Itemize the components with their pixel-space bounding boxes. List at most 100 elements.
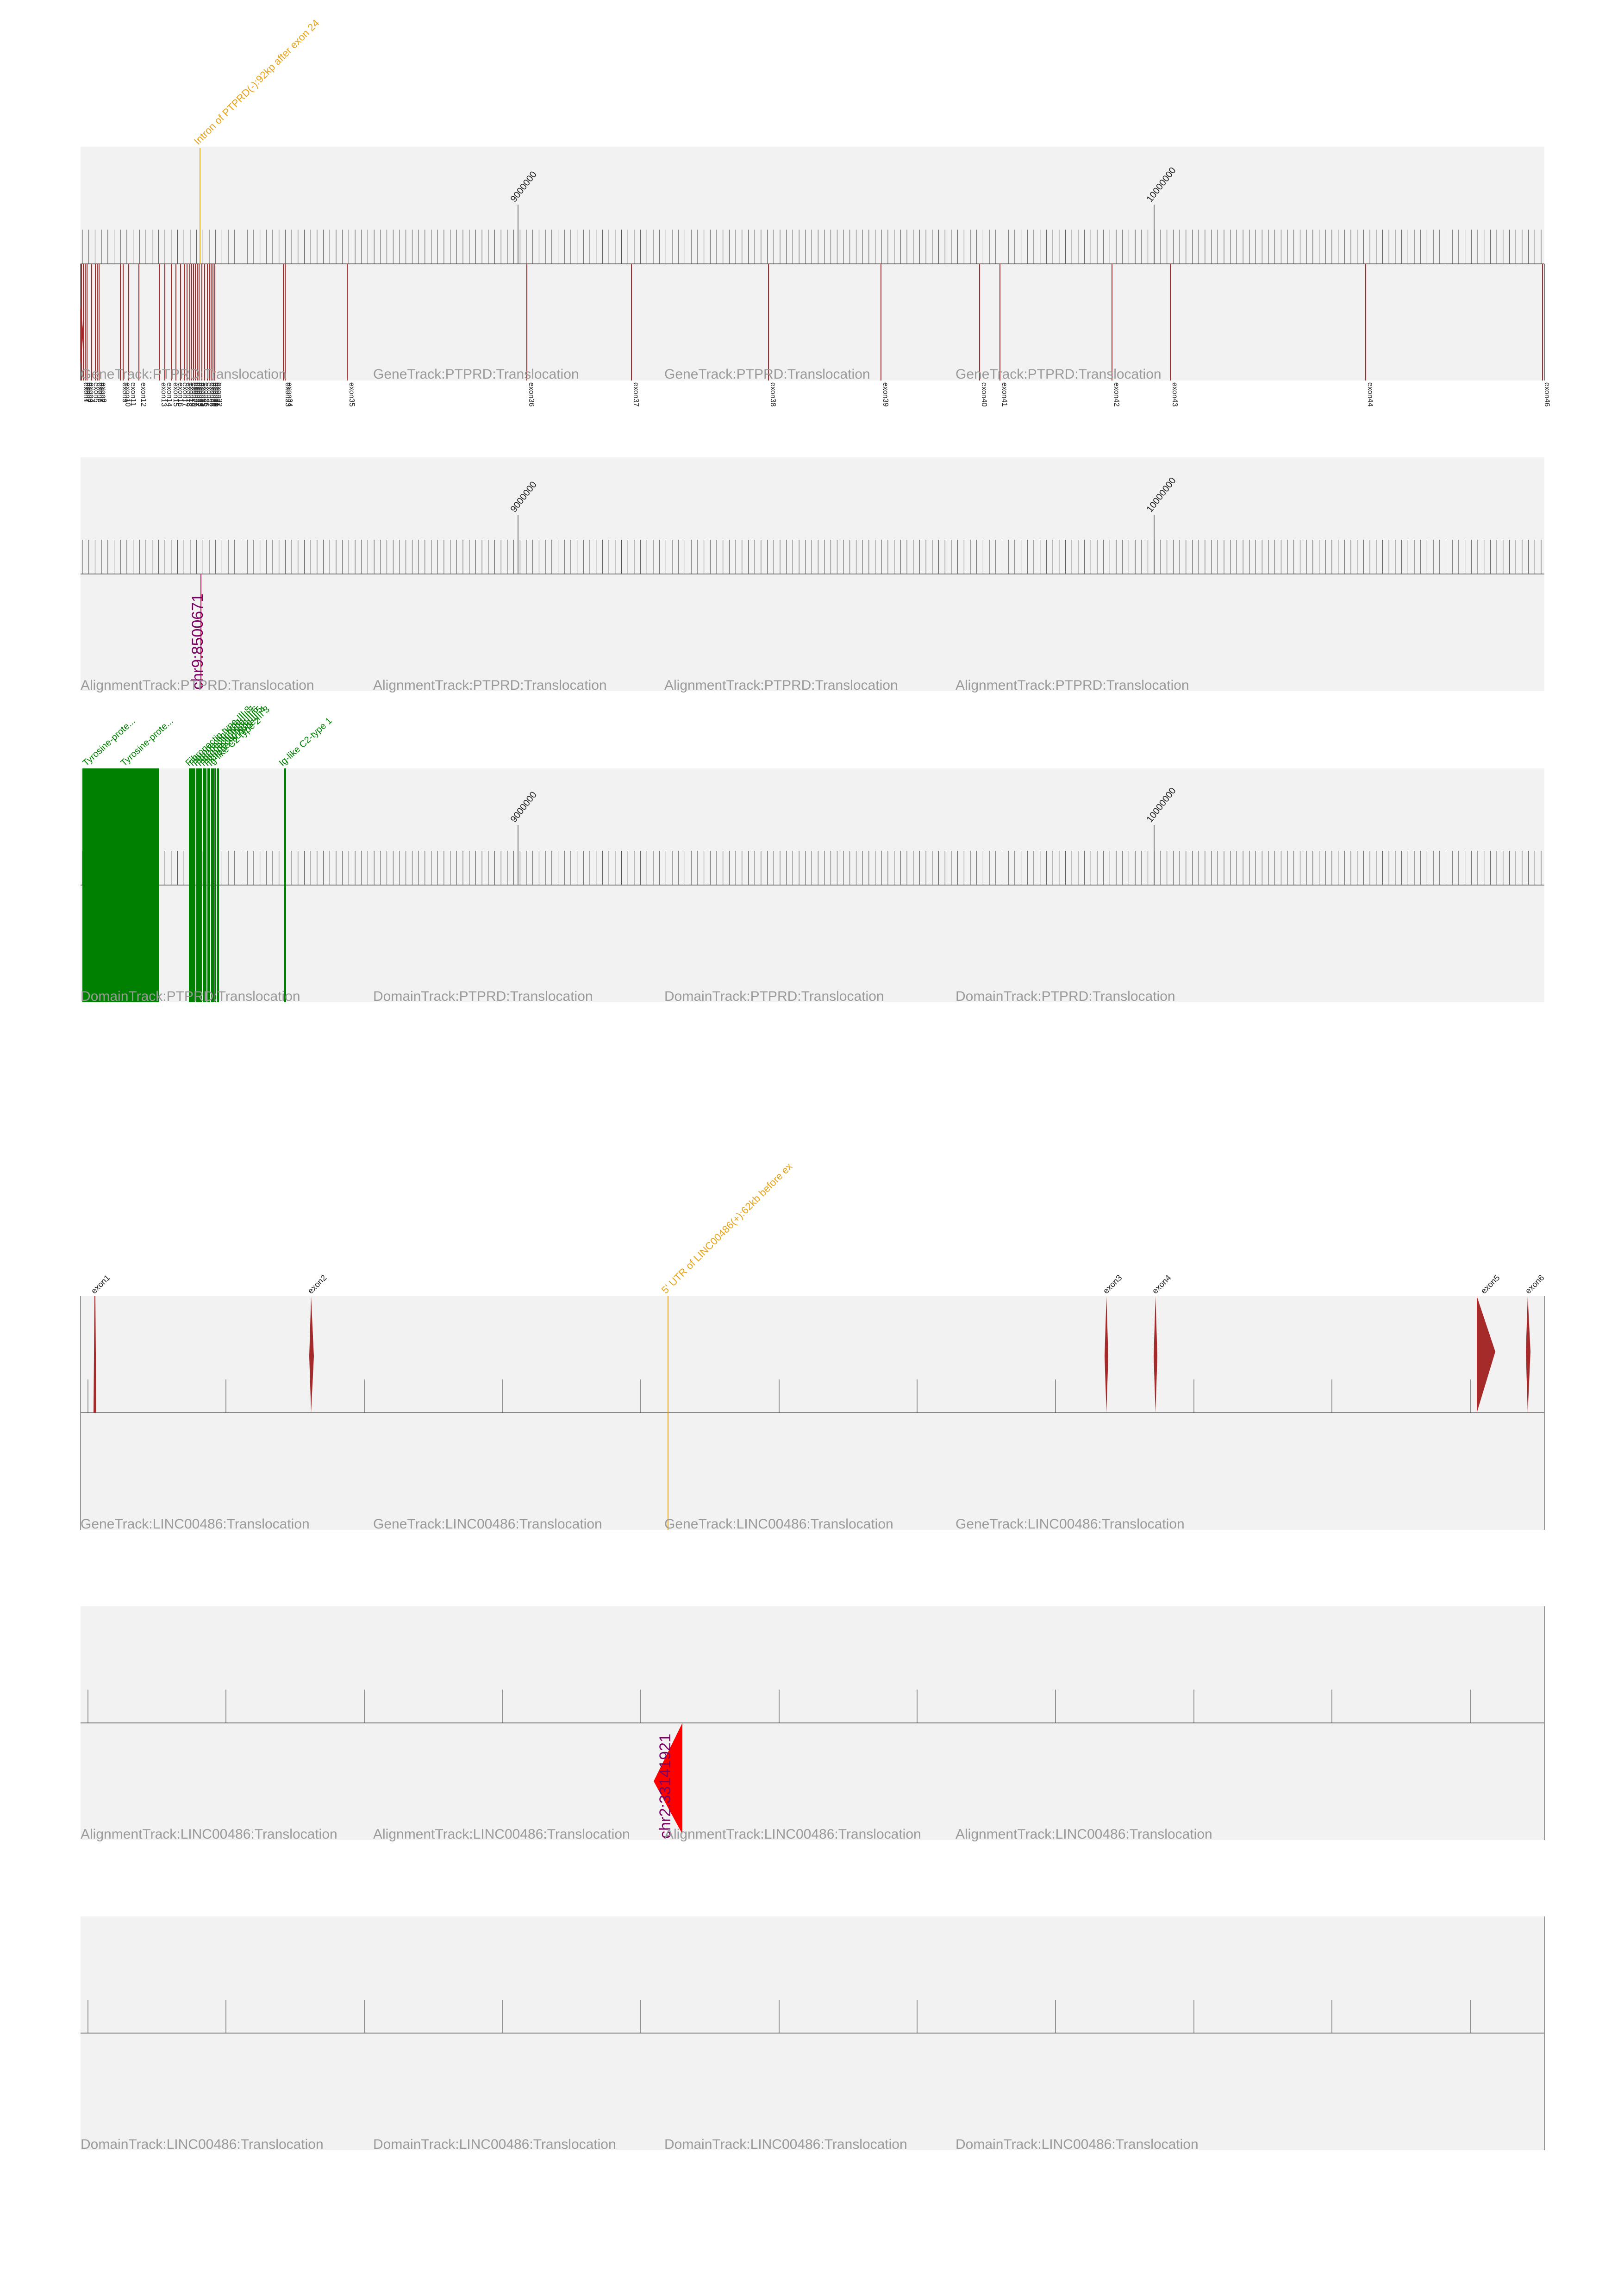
track-label: GeneTrack:LINC00486:Translocation bbox=[956, 1516, 1185, 1532]
domain-tyrosine-phosphatase-1 bbox=[82, 768, 119, 1002]
exon-label: exon46 bbox=[1543, 382, 1551, 407]
exon-label: exon1 bbox=[82, 382, 90, 403]
linc-alignment-ticks bbox=[87, 1690, 1471, 1723]
exon-label: exon25 bbox=[200, 382, 207, 407]
ptprd-gene-track: 9000000 10000000 Intron of PTPRD(-):92kp… bbox=[80, 17, 1551, 407]
domain-ig-like-2 bbox=[217, 768, 219, 1002]
linc-domain-track: DomainTrack:LINC00486:Translocation Doma… bbox=[81, 1916, 1545, 2152]
exon-label: exon43 bbox=[1171, 382, 1179, 407]
breakpoint-label: Intron of PTPRD(-):92kp after exon 24 bbox=[192, 17, 322, 147]
exon-label: exon27 bbox=[205, 382, 213, 407]
track-label: GeneTrack:LINC00486:Translocation bbox=[373, 1516, 602, 1532]
exon-label: exon39 bbox=[881, 382, 889, 407]
exon-label: exon12 bbox=[139, 382, 147, 407]
exon-label: exon33 bbox=[284, 382, 292, 407]
ptprd-exon-labels: exon1exon2exon3exon4exon5exon6exon7exon8… bbox=[82, 382, 1551, 407]
exon-label: exon38 bbox=[769, 382, 777, 407]
linc-exon6-mark bbox=[1526, 1296, 1530, 1413]
domain-fibronectin-4 bbox=[211, 768, 214, 1002]
ptprd-gene-minor-ticks bbox=[82, 230, 1542, 264]
exon-label: exon13 bbox=[160, 382, 168, 407]
domain-fibronectin-5 bbox=[207, 768, 210, 1002]
exon-label: exon34 bbox=[286, 382, 294, 407]
exon-label: exon42 bbox=[1112, 382, 1120, 407]
domain-label: Ig-like C2-type 1 bbox=[277, 716, 334, 768]
ptprd-read-marker: chr9:8500671 bbox=[189, 574, 206, 690]
exon-label: exon5 bbox=[1479, 1273, 1502, 1296]
exon-label: exon44 bbox=[1366, 382, 1374, 407]
exon-label: exon29 bbox=[210, 382, 218, 407]
exon-label: exon31 bbox=[213, 382, 221, 407]
exon-label: exon32 bbox=[215, 382, 223, 407]
exon-label: exon6 bbox=[96, 382, 104, 403]
track-label: AlignmentTrack:LINC00486:Translocation bbox=[956, 1827, 1212, 1842]
track-label: GeneTrack:LINC00486:Translocation bbox=[664, 1516, 893, 1532]
exon-label: exon36 bbox=[527, 382, 535, 407]
linc-exon5-mark bbox=[1477, 1296, 1495, 1413]
exon-label: exon10 bbox=[124, 382, 131, 407]
track-label: AlignmentTrack:PTPRD:Translocation bbox=[956, 678, 1189, 693]
track-label: DomainTrack:PTPRD:Translocation bbox=[956, 989, 1175, 1004]
linc-gene-ticks bbox=[87, 1379, 1471, 1413]
track-label: GeneTrack:PTPRD:Translocation bbox=[956, 367, 1162, 382]
ptprd-alignment-minor-ticks bbox=[82, 540, 1542, 574]
linc-exon4-mark bbox=[1154, 1296, 1157, 1413]
linc-gene-track: exon1 exon2 exon3 exon4 exon5 exon6 5' U… bbox=[80, 1160, 1546, 1532]
track-label: DomainTrack:LINC00486:Translocation bbox=[956, 2137, 1199, 2152]
exon-label: exon37 bbox=[632, 382, 640, 407]
linc-exon2-mark bbox=[309, 1296, 314, 1413]
exon-label: exon21 bbox=[192, 382, 200, 407]
ptprd-domain-track: 9000000 10000000 Tyrosine-prote... Tyros… bbox=[81, 704, 1544, 1004]
exon-label: exon17 bbox=[181, 382, 189, 407]
exon-label: exon11 bbox=[129, 382, 137, 406]
exon-label: exon5 bbox=[92, 382, 100, 403]
exon-label: exon9 bbox=[121, 382, 129, 403]
ptprd-domain-labels: Tyrosine-prote... Tyrosine-prote... Fibr… bbox=[81, 704, 334, 768]
track-label: DomainTrack:LINC00486:Translocation bbox=[664, 2137, 907, 2152]
linc-exon3-mark bbox=[1105, 1296, 1108, 1413]
track-label: AlignmentTrack:LINC00486:Translocation bbox=[81, 1827, 337, 1842]
exon-label: exon7 bbox=[98, 382, 106, 403]
exon-label: exon20 bbox=[190, 382, 198, 407]
breakpoint-label: 5' UTR of LINC00486(+):62kb before ex bbox=[659, 1160, 795, 1296]
exon-label: exon3 bbox=[1101, 1273, 1124, 1296]
track-label: DomainTrack:LINC00486:Translocation bbox=[81, 2137, 324, 2152]
exon-label: exon2 bbox=[306, 1273, 329, 1296]
exon-label: exon4 bbox=[87, 382, 95, 403]
track-label: DomainTrack:PTPRD:Translocation bbox=[664, 989, 884, 1004]
linc-domain-ticks bbox=[87, 2000, 1471, 2033]
track-label: AlignmentTrack:PTPRD:Translocation bbox=[81, 678, 314, 693]
exon-label: exon18 bbox=[185, 382, 193, 407]
exon-label: exon16 bbox=[176, 382, 184, 407]
domain-fibronectin-7 bbox=[196, 768, 202, 1002]
exon-label: exon19 bbox=[187, 382, 195, 407]
exon-label: exon15 bbox=[172, 382, 180, 407]
exon-label: exon23 bbox=[196, 382, 204, 407]
exon-label: exon40 bbox=[980, 382, 988, 407]
linc-exon1-mark bbox=[94, 1296, 96, 1413]
track-label: GeneTrack:PTPRD:Translocation bbox=[373, 367, 579, 382]
exon-label: exon26 bbox=[202, 382, 210, 407]
track-label: DomainTrack:LINC00486:Translocation bbox=[373, 2137, 616, 2152]
exon-label: exon30 bbox=[212, 382, 219, 407]
exon-label: exon1 bbox=[89, 1273, 112, 1296]
linc-alignment-track: chr2:33141921 AlignmentTrack:LINC00486:T… bbox=[81, 1606, 1545, 1842]
exon-label: exon6 bbox=[1524, 1273, 1546, 1296]
exon-label: exon4 bbox=[1150, 1273, 1173, 1296]
exon-label: exon8 bbox=[100, 382, 107, 403]
domain-fibronectin-8 bbox=[189, 768, 195, 1002]
track-label: DomainTrack:PTPRD:Translocation bbox=[373, 989, 593, 1004]
read-label: chr2:33141921 bbox=[656, 1734, 674, 1839]
domain-fibronectin-6 bbox=[203, 768, 206, 1002]
track-label: AlignmentTrack:LINC00486:Translocation bbox=[373, 1827, 630, 1842]
read-label: chr9:8500671 bbox=[189, 593, 206, 690]
exon-label: exon3 bbox=[86, 382, 94, 403]
exon-label: exon22 bbox=[194, 382, 202, 407]
linc-read-arrow bbox=[654, 1723, 682, 1834]
ptprd-exon-markers bbox=[81, 264, 1543, 381]
track-label: DomainTrack:PTPRD:Translocation bbox=[81, 989, 300, 1004]
exon-label: exon35 bbox=[348, 382, 356, 407]
domain-ig-like-1 bbox=[284, 768, 286, 1002]
track-label: AlignmentTrack:LINC00486:Translocation bbox=[664, 1827, 921, 1842]
